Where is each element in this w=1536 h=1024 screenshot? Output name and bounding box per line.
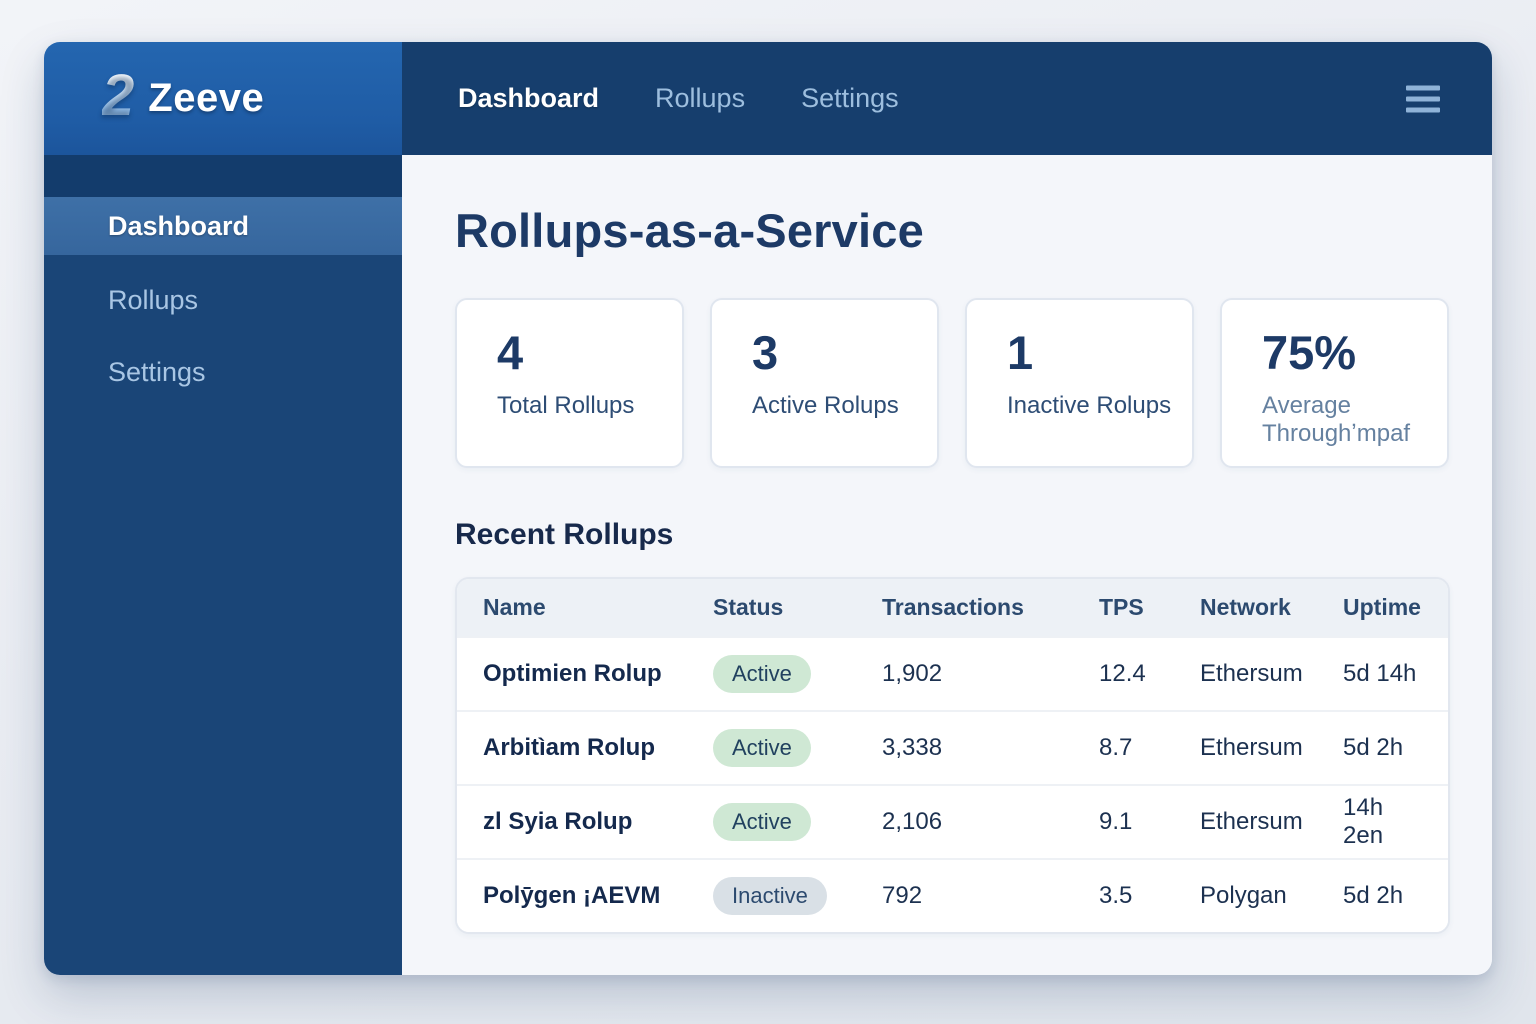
stat-label: Active Rolups <box>752 392 899 420</box>
sidebar: Dashboard Rollups Settings <box>44 155 402 975</box>
stat-value: 75% <box>1262 326 1357 379</box>
uptime-value: 5d 2h <box>1343 734 1404 761</box>
top-navigation: Dashboard Rollups Settings <box>402 42 1492 155</box>
sidebar-item-rollups[interactable]: Rollups <box>108 284 199 315</box>
sidebar-item-settings[interactable]: Settings <box>108 356 206 387</box>
stat-value: 3 <box>752 326 779 379</box>
tps-value: 9.1 <box>1099 808 1133 835</box>
table-row[interactable]: zl Syia Rolup Active 2,106 9.1 Ethersum … <box>457 784 1448 858</box>
column-header-status: Status <box>713 594 784 620</box>
table-row[interactable]: Polȳgen ¡AEVM Inactive 792 3.5 Polygan 5… <box>457 858 1448 932</box>
topnav-item-dashboard[interactable]: Dashboard <box>458 83 600 113</box>
table-row[interactable]: Optimien Rolup Active 1,902 12.4 Ethersu… <box>457 636 1448 710</box>
page-title: Rollups-as-a-Service <box>455 204 924 257</box>
stat-card-total-rollups: 4 Total Rollups <box>455 298 684 468</box>
column-header-uptime: Uptime <box>1343 594 1421 620</box>
tps-value: 3.5 <box>1099 882 1133 909</box>
column-header-tps: TPS <box>1099 594 1144 620</box>
network-value: Ethersum <box>1200 660 1303 687</box>
stat-card-inactive-rollups: 1 Inactive Rolups <box>965 298 1194 468</box>
table-header-row: Name Status Transactions TPS Network Upt… <box>457 579 1448 636</box>
table-body: Optimien Rolup Active 1,902 12.4 Ethersu… <box>457 636 1448 932</box>
topnav-item-rollups[interactable]: Rollups <box>655 83 746 113</box>
tps-value: 12.4 <box>1099 660 1146 687</box>
uptime-value: 5d 2h <box>1343 882 1404 909</box>
transactions-value: 1,902 <box>882 660 943 687</box>
column-header-network: Network <box>1200 594 1291 620</box>
brand-logo[interactable]: 2 Zeeve <box>44 42 402 155</box>
recent-rollups-table: Name Status Transactions TPS Network Upt… <box>455 577 1450 934</box>
rollup-name: Polȳgen ¡AEVM <box>483 882 661 909</box>
stat-label: Average Throughʼmpaf <box>1262 392 1411 448</box>
brand-name: Zeeve <box>148 76 265 120</box>
sidebar-item-dashboard[interactable]: Dashboard <box>44 197 402 255</box>
status-badge: Active <box>713 802 811 842</box>
top-bar: 2 Zeeve Dashboard Rollups Settings <box>44 42 1492 155</box>
topnav-item-settings[interactable]: Settings <box>801 83 899 113</box>
sidebar-top-strip <box>44 155 402 197</box>
rollup-name: Optimien Rolup <box>483 660 662 687</box>
column-header-transactions: Transactions <box>882 594 1024 620</box>
uptime-value: 14h 2en <box>1343 794 1384 849</box>
section-title-recent-rollups: Recent Rollups <box>455 518 674 551</box>
stat-label: Total Rollups <box>497 392 635 420</box>
zeeve-logo-icon: 2 <box>102 62 135 128</box>
rollup-name: Arbitìam Rolup <box>483 734 655 761</box>
network-value: Polygan <box>1200 882 1287 909</box>
stat-card-average-throughput: 75% Average Throughʼmpaf <box>1220 298 1449 468</box>
status-badge: Inactive <box>713 876 827 916</box>
stat-value: 4 <box>497 326 524 379</box>
table-row[interactable]: Arbitìam Rolup Active 3,338 8.7 Ethersum… <box>457 710 1448 784</box>
transactions-value: 792 <box>882 882 923 909</box>
transactions-value: 2,106 <box>882 808 943 835</box>
column-header-name: Name <box>483 594 546 620</box>
stat-card-active-rollups: 3 Active Rolups <box>710 298 939 468</box>
main-content: Rollups-as-a-Service 4 Total Rollups 3 A… <box>402 155 1492 975</box>
network-value: Ethersum <box>1200 734 1303 761</box>
tps-value: 8.7 <box>1099 734 1133 761</box>
transactions-value: 3,338 <box>882 734 943 761</box>
stats-row: 4 Total Rollups 3 Active Rolups 1 Inacti… <box>455 298 1450 468</box>
uptime-value: 5d 14h <box>1343 660 1417 687</box>
rollup-name: zl Syia Rolup <box>483 808 633 835</box>
stat-label: Inactive Rolups <box>1007 392 1172 420</box>
status-badge: Active <box>713 654 811 694</box>
app-window: 2 Zeeve Dashboard Rollups Settings Dashb… <box>44 42 1492 975</box>
network-value: Ethersum <box>1200 808 1303 835</box>
hamburger-menu-icon[interactable] <box>1402 81 1444 116</box>
stat-value: 1 <box>1007 326 1034 379</box>
status-badge: Active <box>713 728 811 768</box>
